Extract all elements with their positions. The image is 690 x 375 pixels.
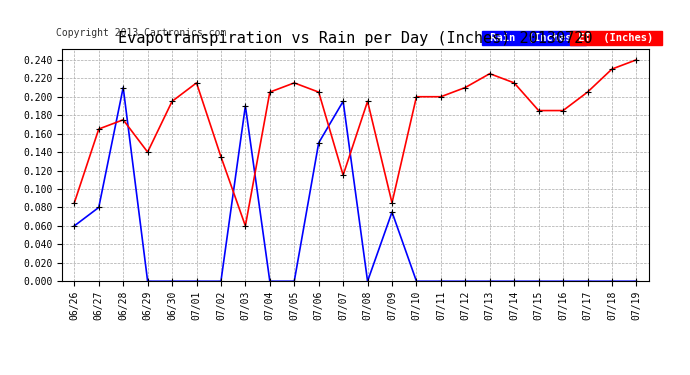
Title: Evapotranspiration vs Rain per Day (Inches) 20130720: Evapotranspiration vs Rain per Day (Inch… xyxy=(118,31,593,46)
Text: Copyright 2013 Cartronics.com: Copyright 2013 Cartronics.com xyxy=(56,28,226,38)
Text: ET  (Inches): ET (Inches) xyxy=(572,33,660,43)
Text: Rain  (Inches): Rain (Inches) xyxy=(484,33,584,43)
